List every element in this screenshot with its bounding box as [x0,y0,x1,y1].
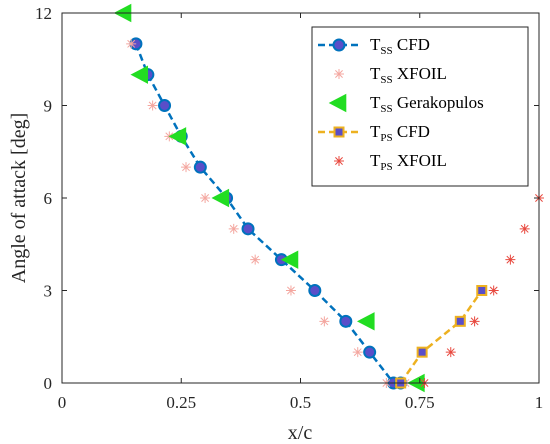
point-tps-cfd [416,346,428,358]
point-tss-gerakopulos [168,127,187,146]
point-tss-cfd [363,345,377,359]
point-tss-xfoil [181,162,192,173]
y-tick-label: 6 [44,189,53,208]
point-tps-xfoil [519,223,530,234]
y-tick-label: 9 [44,97,53,116]
point-tss-gerakopulos [130,65,149,84]
legend-label-main: T [370,93,381,112]
point-tss-xfoil [250,254,261,265]
legend-label: TSS CFD [370,35,430,57]
legend-label: TSS XFOIL [370,64,447,86]
legend-marker [333,126,345,138]
point-tss-cfd [339,314,353,328]
point-tss-gerakopulos [280,250,299,269]
legend-label-rest: CFD [397,122,430,141]
point-tss-gerakopulos [357,312,375,331]
point-tss-cfd [241,222,255,236]
point-tss-xfoil [285,285,296,296]
x-tick-label: 1 [535,393,544,412]
point-tss-cfd [193,160,207,174]
x-axis-label: x/c [288,422,313,444]
x-tick-label: 0 [58,393,67,412]
point-tss-xfoil [319,316,330,327]
legend-label: TSS Gerakopulos [370,93,484,115]
point-tss-cfd [158,99,172,112]
legend-marker [332,38,346,52]
legend-entry-tss-gerakopulos: TSS Gerakopulos [328,93,484,115]
y-tick-label: 0 [44,374,53,393]
legend-label-sub: SS [380,74,392,86]
point-tps-cfd [476,285,488,296]
y-tick-label: 12 [35,4,52,23]
legend-label-rest: XFOIL [397,64,447,83]
point-tss-xfoil [126,38,137,49]
point-tss-cfd [308,284,322,297]
legend-label-main: T [370,35,381,54]
point-tps-cfd [454,315,466,327]
point-tps-xfoil [488,285,499,296]
x-tick-label: 0.25 [166,393,196,412]
point-tss-xfoil [352,347,363,358]
x-tick-label: 0.75 [405,393,435,412]
legend-marker [334,69,344,79]
legend-box [311,26,529,187]
y-tick-label: 3 [44,282,53,301]
point-tps-xfoil [445,347,456,358]
legend-label-sub: SS [380,103,392,115]
point-tps-xfoil [505,254,516,265]
legend-entry-tss-cfd: TSS CFD [318,35,430,57]
legend-label-rest: CFD [397,35,430,54]
legend-marker [334,156,344,166]
legend-label-sub: SS [380,45,392,57]
legend-label-sub: PS [380,161,392,173]
point-tps-xfoil [469,316,480,327]
legend-entry-tps-xfoil: TPS XFOIL [334,151,447,173]
point-tss-xfoil [228,223,239,234]
legend-label-main: T [370,64,381,83]
ticks: 0 0.25 0.5 0.75 1 0 3 6 9 12 [35,4,543,412]
legend-label-main: T [370,122,381,141]
legend-entry-tps-cfd: TPS CFD [318,122,430,144]
point-tss-gerakopulos [211,188,230,208]
legend-marker [328,93,347,113]
point-tss-xfoil [147,100,158,111]
legend-label-rest: XFOIL [397,151,447,170]
point-tss-xfoil [200,193,211,203]
x-tick-label: 0.5 [290,393,311,412]
legend-label-main: T [370,151,381,170]
series-line-tps-cfd [399,289,483,384]
y-axis-label: Angle of attack [deg] [8,113,30,283]
legend-entry-tss-xfoil: TSS XFOIL [334,64,447,86]
legend-label-rest: Gerakopulos [397,93,484,112]
legend-label: TPS CFD [370,122,430,144]
legend-label-sub: PS [380,132,392,144]
legend-label: TPS XFOIL [370,151,447,173]
